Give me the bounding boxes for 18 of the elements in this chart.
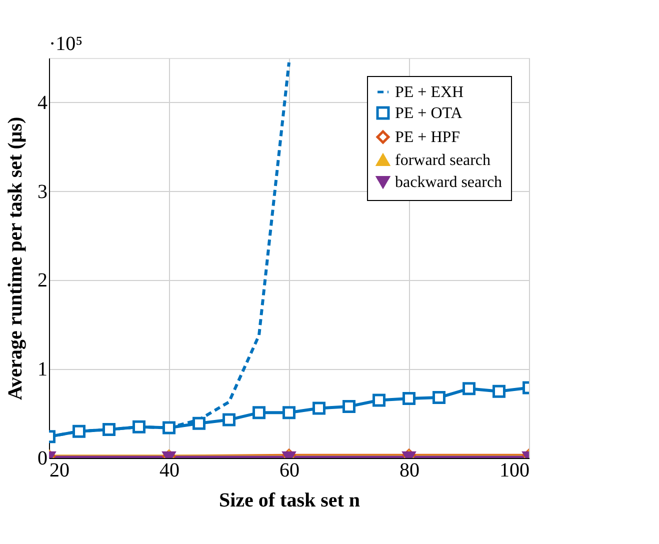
x-tick-label: 20 — [50, 460, 70, 482]
y-tick-label: 1 — [38, 358, 48, 381]
x-tick-label: 80 — [400, 460, 420, 482]
legend-label: backward search — [395, 174, 502, 191]
legend-label: forward search — [395, 152, 490, 169]
x-tick-label: 100 — [500, 460, 530, 482]
legend-label: PE + HPF — [395, 129, 460, 146]
y-tick-label: 2 — [38, 270, 48, 292]
legend-label: PE + EXH — [395, 84, 464, 101]
text: ·10⁵ — [49, 33, 83, 55]
y-tick-label: 3 — [38, 180, 48, 203]
y-axis-title: Average runtime per task set (μs) — [4, 116, 26, 400]
x-tick-label: 60 — [280, 460, 300, 482]
legend-label: PE + OTA — [395, 105, 463, 122]
y-tick-label: 0 — [38, 448, 48, 470]
y-tick-label: 4 — [38, 92, 48, 114]
x-axis-title: Size of task set n — [218, 490, 360, 512]
x-tick-label: 40 — [160, 460, 180, 482]
